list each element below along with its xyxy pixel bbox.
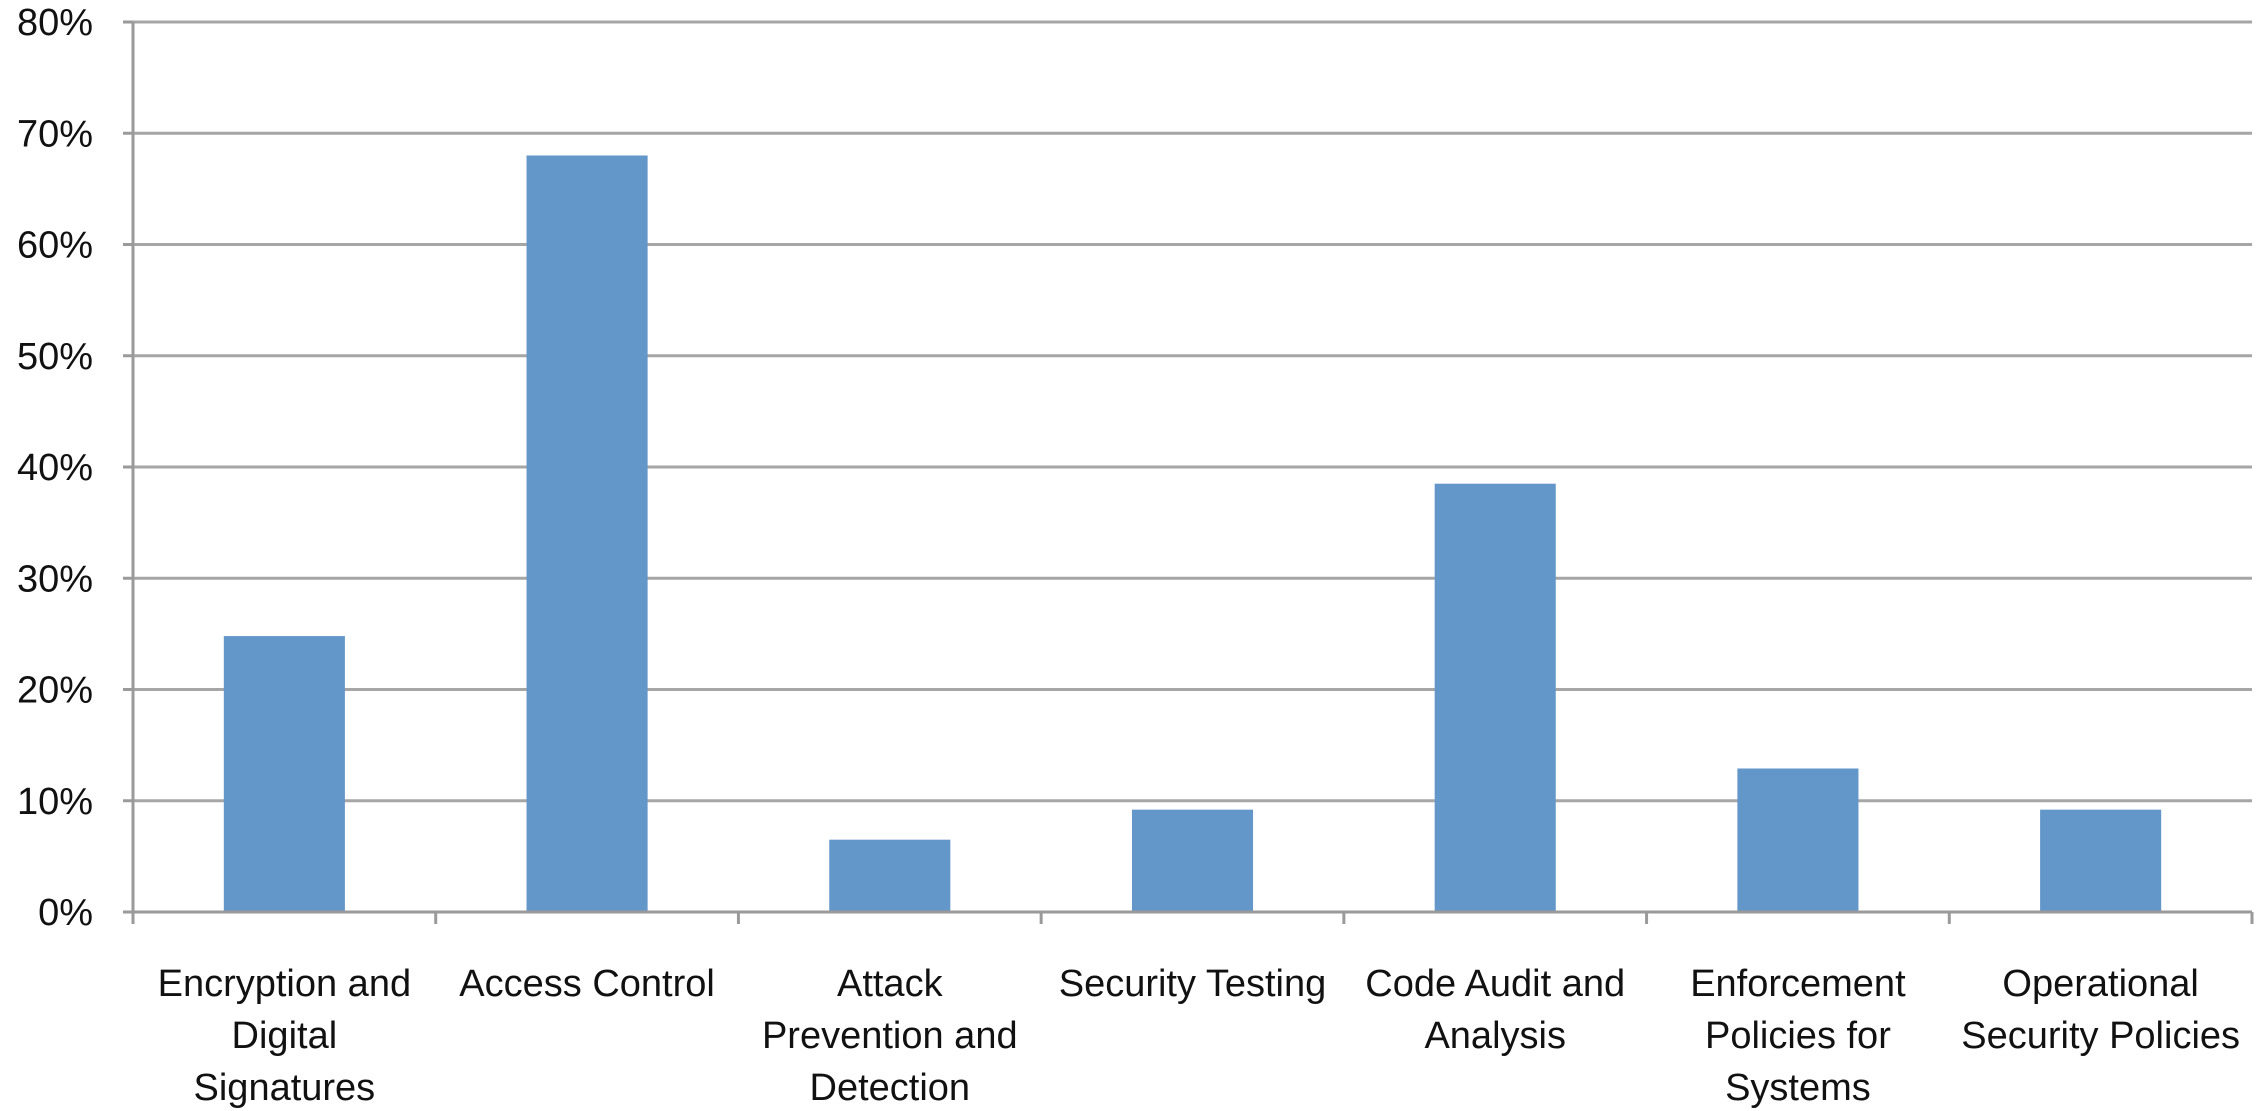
x-category-label-line: Systems <box>1725 1067 1871 1109</box>
x-category-label-line: Digital <box>232 1015 338 1057</box>
bars <box>223 155 2162 912</box>
x-category-label-line: Policies for <box>1705 1015 1891 1057</box>
bar <box>526 155 648 912</box>
axes <box>123 20 2254 924</box>
bar <box>1131 809 1254 912</box>
x-category-label-line: Analysis <box>1424 1015 1566 1057</box>
x-category-label-line: Attack <box>837 963 944 1005</box>
x-category-label: Encryption and Digital Signatures <box>158 963 412 1109</box>
x-category-label-line: Security Policies <box>1961 1015 2240 1057</box>
y-tick-label: 10% <box>17 781 93 823</box>
y-tick-label: 70% <box>17 113 93 155</box>
x-category-label-line: Security Testing <box>1059 963 1327 1005</box>
x-category-label-line: Detection <box>810 1067 971 1109</box>
x-category-label: Code Audit and Analysis <box>1365 963 1625 1057</box>
x-category-labels: Encryption and Digital Signatures Access Co… <box>158 963 2240 1109</box>
y-tick-label: 0% <box>38 892 93 934</box>
y-tick-labels: 0% 10% 20% 30% 40% 50% 60% 70% 80% <box>17 2 93 934</box>
x-category-label: Operational Security Policies <box>1961 963 2240 1057</box>
bar <box>223 636 345 912</box>
bar <box>2040 809 2162 912</box>
x-category-label-line: Code Audit and <box>1365 963 1625 1005</box>
y-tick-label: 50% <box>17 336 93 378</box>
y-tick-label: 20% <box>17 670 93 712</box>
x-category-label: Security Testing <box>1059 963 1327 1005</box>
x-category-label-line: Enforcement <box>1690 963 1906 1005</box>
x-category-label-line: Prevention and <box>762 1015 1018 1057</box>
x-category-label: Access Control <box>459 963 715 1005</box>
x-category-label-line: Access Control <box>459 963 715 1005</box>
bar <box>829 839 951 912</box>
x-category-label: Attack Prevention and Detection <box>762 963 1018 1109</box>
x-category-label-line: Encryption and <box>158 963 412 1005</box>
gridlines <box>133 20 2252 803</box>
x-category-label-line: Signatures <box>194 1067 376 1109</box>
x-category-label: Enforcement Policies for Systems <box>1690 963 1906 1109</box>
y-tick-label: 80% <box>17 2 93 44</box>
bar <box>1737 768 1859 912</box>
y-tick-label: 60% <box>17 225 93 267</box>
bar <box>1434 483 1556 912</box>
y-tick-label: 40% <box>17 447 93 489</box>
y-tick-label: 30% <box>17 558 93 600</box>
x-category-label-line: Operational <box>2002 963 2198 1005</box>
